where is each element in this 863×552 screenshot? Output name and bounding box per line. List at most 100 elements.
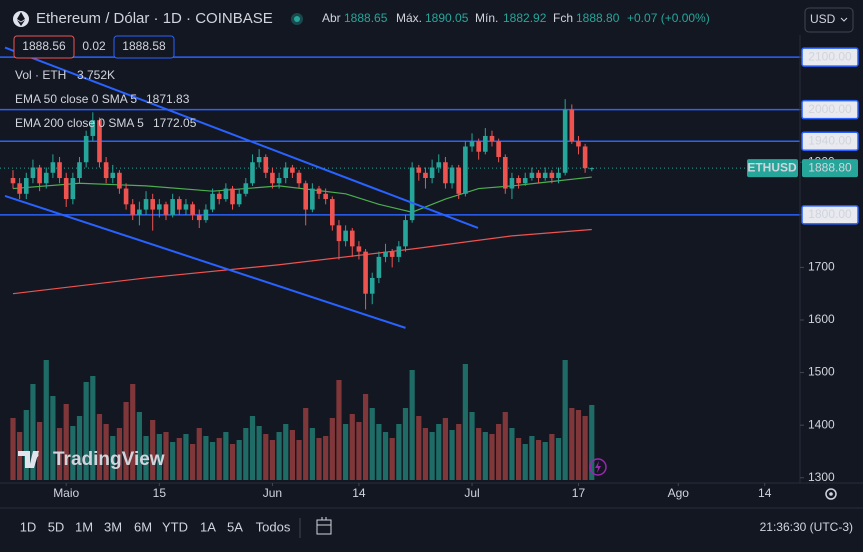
volume-bar	[575, 410, 582, 480]
range-button[interactable]: Todos	[256, 519, 291, 534]
currency-button[interactable]	[804, 7, 854, 33]
volume-bar	[449, 430, 455, 480]
volume-bar	[170, 442, 176, 480]
candle-body	[77, 162, 82, 179]
range-button[interactable]: 6M	[134, 519, 152, 534]
candle-body	[349, 230, 355, 247]
candle-body	[496, 141, 501, 157]
ema200-legend: EMA 200 close 0 SMA 5	[15, 116, 144, 130]
candle-body	[469, 141, 475, 147]
sell-price[interactable]: 1888.56	[22, 39, 66, 53]
volume-bar	[535, 440, 542, 480]
hline-label: 2100.00	[808, 49, 852, 63]
candle-body	[389, 251, 395, 257]
range-button[interactable]: 5A	[227, 519, 243, 534]
brand-logo-dot	[33, 452, 39, 458]
volume-bar	[476, 428, 482, 480]
candle-body	[542, 172, 548, 179]
candle-body	[409, 167, 415, 221]
volume-bar	[396, 424, 402, 480]
volume-bar	[549, 434, 555, 480]
axes: 1300140015001600170018001900200021002100…	[53, 47, 859, 500]
range-button[interactable]: YTD	[162, 519, 188, 534]
volume-bar	[203, 436, 209, 480]
volume-bar	[76, 416, 83, 480]
volume-bar	[116, 428, 123, 480]
volume-bar	[243, 428, 249, 480]
candle-body	[456, 167, 462, 194]
candle-body	[449, 167, 455, 184]
range-button[interactable]: 5D	[48, 519, 65, 534]
sell-button[interactable]	[13, 35, 75, 59]
change-value: +0.07 (+0.00%)	[627, 11, 710, 25]
volume-bar	[529, 436, 535, 480]
candle-body	[576, 141, 581, 147]
volume-bar	[63, 404, 69, 480]
candle-body	[270, 172, 275, 184]
volume-bar	[422, 428, 429, 480]
candle-body	[137, 209, 142, 215]
alert-icon[interactable]	[589, 458, 607, 476]
range-button[interactable]: 1A	[200, 519, 216, 534]
volume-bar	[256, 426, 262, 480]
volume-bar	[323, 436, 329, 480]
candle-body	[536, 172, 541, 179]
candle-body	[216, 193, 222, 200]
volume-bar	[30, 384, 36, 480]
candle-body	[323, 193, 328, 200]
candle-body	[70, 178, 76, 200]
volume-bar	[83, 382, 89, 480]
candle-body	[383, 251, 388, 257]
volume-bar	[489, 434, 495, 480]
x-tick-label: Jun	[263, 486, 282, 500]
candle-body	[416, 167, 422, 173]
candle-body	[90, 120, 96, 136]
volume-bar	[329, 418, 335, 480]
volume-bar	[249, 416, 256, 480]
candle-body	[290, 167, 295, 173]
volume-bar	[542, 442, 548, 480]
candle-body	[157, 204, 162, 210]
candle-body	[170, 199, 175, 215]
volume-bar	[263, 434, 269, 480]
settings-icon[interactable]	[825, 488, 837, 500]
symbol-tag-label: ETHUSD	[747, 160, 797, 174]
buy-price[interactable]: 1888.58	[122, 39, 166, 53]
volume-bar	[50, 396, 56, 480]
candle-body	[483, 135, 488, 152]
volume-bar	[569, 408, 575, 480]
candle-body	[549, 172, 555, 179]
candle-body	[130, 204, 136, 215]
volume-bar	[582, 416, 588, 480]
close-label: Fch	[553, 11, 573, 25]
volume-bar	[502, 412, 508, 480]
candle-body	[110, 172, 116, 179]
candle-body	[283, 167, 289, 179]
price-pane	[0, 46, 800, 329]
hline-label: 1940.00	[808, 133, 852, 147]
volume-bar	[283, 424, 289, 480]
candle-body	[163, 204, 169, 215]
volume-pane	[10, 360, 595, 480]
candle-body	[516, 178, 521, 184]
buy-button[interactable]	[113, 35, 175, 59]
range-button[interactable]: 1D	[20, 519, 37, 534]
symbol-tag	[747, 159, 798, 178]
x-tick-label: 14	[758, 486, 772, 500]
volume-bar	[269, 440, 276, 480]
x-tick-label: 14	[352, 486, 366, 500]
currency-label[interactable]: USD	[810, 12, 836, 26]
symbol-title[interactable]: Ethereum / Dólar · 1D · COINBASE	[36, 10, 273, 27]
y-tick-label: 1600	[808, 312, 835, 326]
y-tick-label: 1300	[808, 470, 835, 484]
candle-body	[276, 178, 282, 184]
candle-body	[589, 168, 595, 170]
volume-bar	[90, 376, 96, 480]
range-button[interactable]: 1M	[75, 519, 93, 534]
volume-bar	[209, 442, 216, 480]
range-button[interactable]: 3M	[104, 519, 122, 534]
candle-body	[150, 199, 155, 210]
volume-bar	[303, 408, 309, 480]
volume-bar	[56, 428, 63, 480]
date-range-icon[interactable]	[316, 517, 332, 535]
